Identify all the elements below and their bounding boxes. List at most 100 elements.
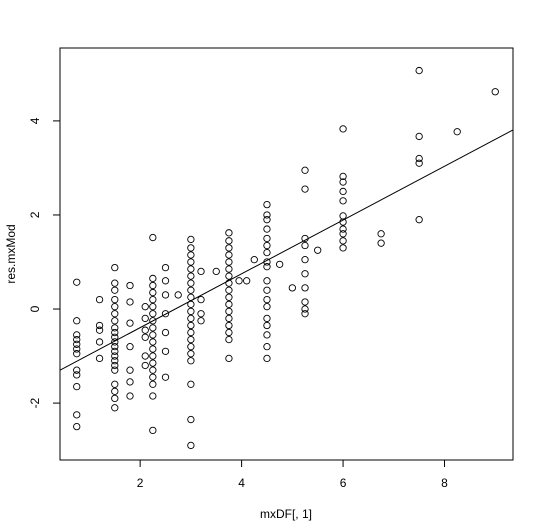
point (225, 237, 233, 245)
point (187, 286, 195, 294)
point (212, 267, 220, 276)
point (149, 324, 157, 332)
point (111, 295, 119, 304)
point (225, 272, 233, 280)
point (126, 281, 134, 290)
point (263, 200, 271, 209)
point (187, 272, 195, 280)
point (301, 241, 309, 250)
plot-frame (59, 47, 514, 461)
point (339, 187, 347, 196)
point (141, 326, 149, 334)
point (263, 295, 271, 304)
point (95, 354, 104, 363)
point (73, 278, 81, 286)
point (187, 415, 195, 424)
point (149, 310, 157, 318)
x-tick-label: 4 (238, 476, 245, 490)
point (225, 293, 233, 301)
point (149, 426, 157, 435)
point (73, 331, 81, 339)
point (111, 333, 119, 341)
point (73, 382, 81, 391)
x-tick-label: 6 (340, 476, 347, 490)
point (263, 277, 271, 285)
point (235, 277, 243, 285)
y-tick-label: -2 (28, 397, 42, 408)
point (111, 347, 119, 356)
point (339, 230, 347, 238)
x-tick-label: 2 (137, 476, 144, 490)
point (187, 244, 195, 252)
point (149, 352, 157, 360)
point (149, 331, 157, 339)
point (197, 267, 205, 276)
point (187, 279, 195, 287)
point (415, 66, 423, 75)
point (161, 310, 170, 318)
point (149, 281, 157, 290)
point (73, 345, 81, 353)
point (225, 265, 233, 273)
point (263, 225, 271, 233)
point (149, 392, 157, 400)
point (187, 335, 195, 344)
point (263, 263, 271, 271)
point (111, 343, 119, 351)
point (225, 251, 233, 259)
point (197, 295, 205, 304)
point (126, 298, 134, 306)
point (276, 260, 284, 268)
point (73, 366, 81, 374)
point (149, 303, 157, 311)
point (111, 317, 119, 325)
point (73, 335, 81, 344)
point (225, 279, 233, 287)
point (339, 237, 347, 245)
point (339, 212, 347, 220)
point (161, 277, 170, 285)
point (73, 317, 81, 325)
point (111, 352, 119, 360)
point (73, 350, 81, 358)
point (197, 317, 205, 325)
point (263, 331, 271, 339)
point (225, 314, 233, 323)
point (187, 265, 195, 273)
point (174, 291, 182, 299)
point (197, 310, 205, 318)
point (161, 291, 170, 299)
point (453, 128, 461, 136)
point (225, 328, 233, 337)
point (225, 300, 233, 308)
point (301, 185, 309, 193)
point (225, 229, 233, 237)
point (73, 411, 81, 419)
point (149, 295, 157, 304)
x-tick-label: 8 (441, 476, 448, 490)
point (111, 303, 119, 311)
point (187, 357, 195, 365)
point (415, 159, 423, 167)
point (161, 373, 170, 381)
point (111, 310, 119, 318)
point (225, 258, 233, 266)
point (149, 345, 157, 353)
point (339, 178, 347, 186)
point (225, 307, 233, 316)
point (339, 244, 347, 252)
point (149, 373, 157, 381)
point (377, 239, 385, 247)
point (415, 132, 423, 141)
point (263, 343, 271, 351)
point (301, 255, 309, 264)
point (301, 166, 309, 174)
point (301, 298, 309, 306)
point (415, 154, 423, 163)
point (149, 366, 157, 374)
point (111, 380, 119, 388)
point (263, 241, 271, 250)
point (149, 338, 157, 346)
point (111, 263, 119, 272)
point (187, 380, 195, 388)
